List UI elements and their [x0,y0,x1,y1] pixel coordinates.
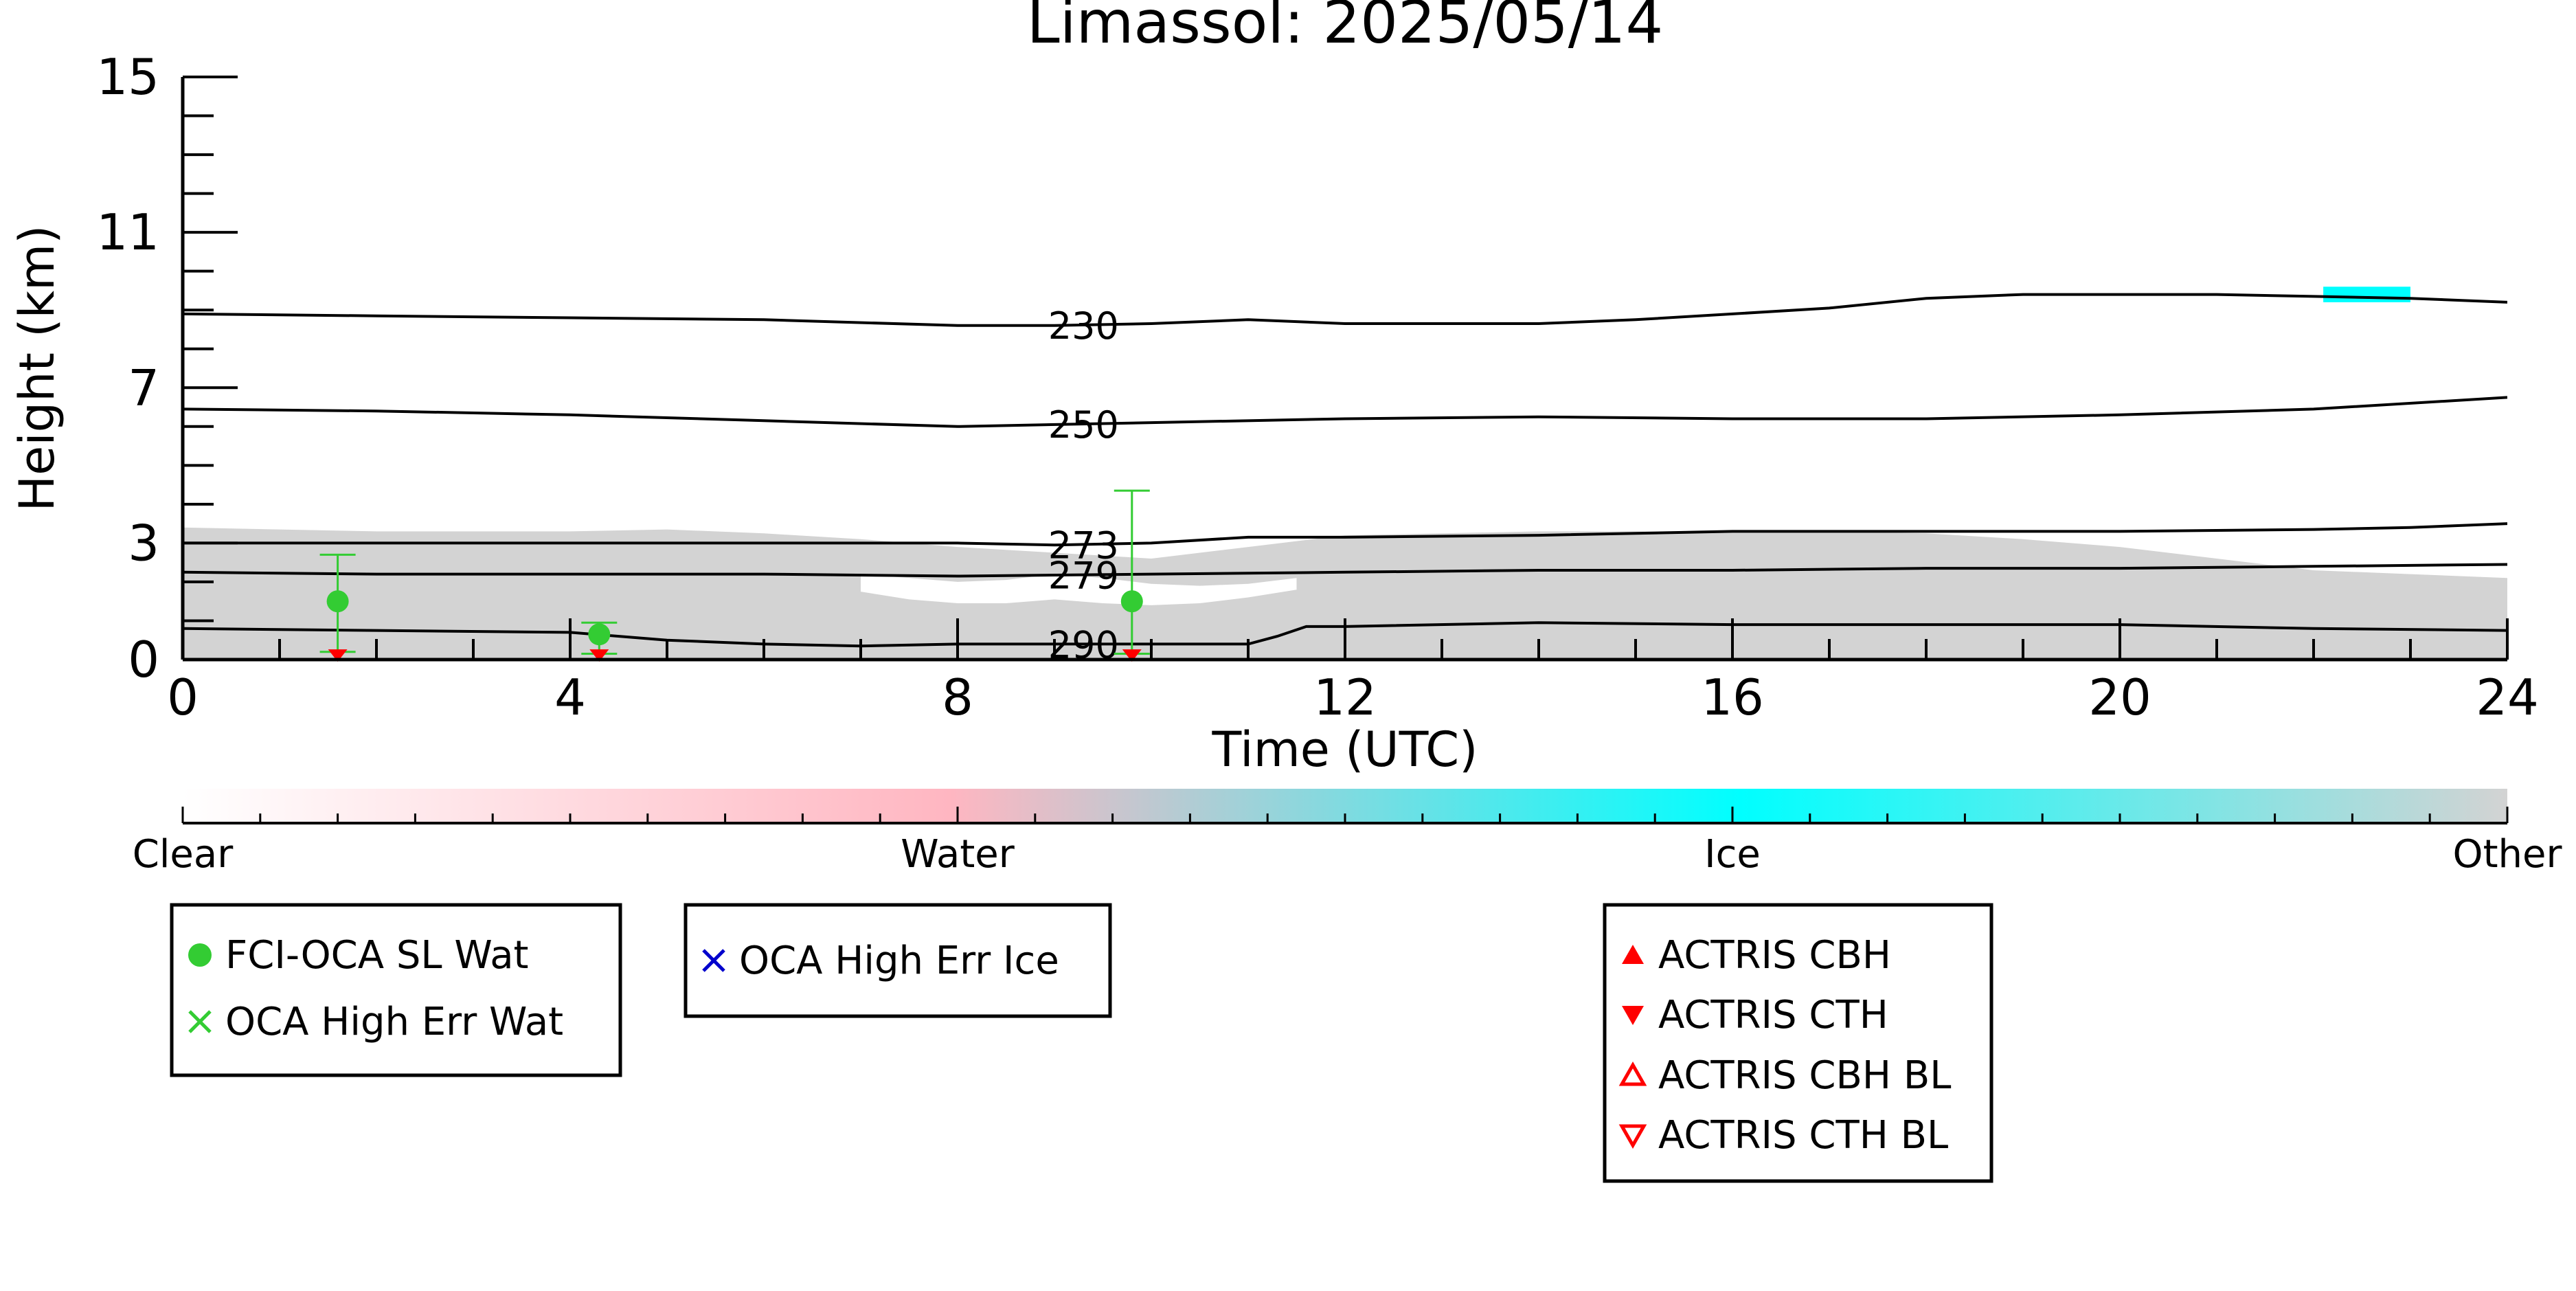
legend-marker-filled-circle [188,943,212,967]
ice-layer [2323,287,2410,302]
contour-273 [183,522,2507,547]
y-axis-label: Height (km) [9,225,65,512]
x-tick-label: 0 [167,669,199,726]
contour-230 [183,293,2507,327]
legend-entry-label: OCA High Err Wat [225,1000,563,1044]
contour-label-230: 230 [1048,304,1119,348]
legend-frame [170,903,622,1077]
legend-marker-filled-triangle-up [1622,945,1644,964]
actris-cth-marker [328,649,348,662]
cloud-gap [861,574,1297,605]
legend-frame [1603,903,1993,1183]
legend-entry-label: ACTRIS CBH BL [1658,1053,1951,1098]
legend-box-3: ACTRIS CBH ACTRIS CTH ACTRIS CBH BL ACTRIS … [1603,903,1993,1183]
contour-label-273: 273 [1048,524,1119,567]
fci-oca-sl-wat-point [588,623,611,646]
actris-cth-marker [1122,649,1142,662]
x-tick-label: 20 [2088,669,2151,726]
legend-marker-x [188,1010,212,1033]
contour-label-250: 250 [1048,403,1119,447]
x-tick-label: 12 [1313,669,1377,726]
y-tick-label: 15 [96,48,159,106]
legend-box-2: OCA High Err Ice [683,903,1112,1018]
marker-layer [319,489,1150,662]
legend-entry-label: ACTRIS CTH [1658,993,1888,1037]
legend-marker-x-stroke [702,949,725,972]
temperature-contours [183,293,2507,648]
y-tick-label: 3 [128,514,159,572]
legend-box-1: FCI-OCA SL Wat OCA High Err Wat [170,903,622,1077]
axes: 0 3 7 11 15 0 4 8 12 16 20 24 [96,48,2538,726]
chart-title: Limassol: 2025/05/14 [1027,0,1663,57]
cloud-field-layer [183,527,2507,660]
contour-250 [183,396,2507,428]
contour-279 [183,563,2507,578]
ice-patch [2323,287,2410,302]
legend-entry-label: ACTRIS CTH BL [1658,1113,1948,1158]
legend-frame [683,903,1112,1018]
y-tick-label: 7 [128,359,159,416]
contour-label-279: 279 [1048,554,1119,598]
cloud-field [183,527,2507,660]
fci-oca-sl-wat-point [326,590,349,613]
fci-oca-sl-wat-point [1120,590,1143,613]
legend-marker-filled-triangle-down [1622,1006,1644,1025]
x-tick-label: 24 [2476,669,2539,726]
legend-entry-label: FCI-OCA SL Wat [225,933,529,978]
colorbar-label: Water [901,832,1015,877]
phase-colorbar: Clear Water Ice Other [133,789,2562,877]
legend-entry-label: ACTRIS CBH [1658,933,1891,978]
x-tick-label: 4 [554,669,586,726]
x-tick-label: 16 [1701,669,1764,726]
colorbar-label: Clear [133,832,234,877]
legends: FCI-OCA SL Wat OCA High Err Wat OCA High E… [170,903,1993,1183]
y-tick-label: 0 [128,631,159,688]
colorbar-label: Other [2452,832,2562,877]
colorbar-label: Ice [1704,832,1761,877]
legend-marker-open-triangle-up [1618,1061,1647,1086]
x-axis-label: Time (UTC) [1212,721,1478,778]
actris-cth-marker [589,649,609,662]
legend-entry-label: OCA High Err Ice [739,939,1059,983]
legend-marker-x [702,949,725,972]
x-tick-label: 8 [942,669,973,726]
legend-marker-x-stroke [188,1010,212,1033]
legend-marker-open-triangle-down [1618,1124,1647,1149]
y-tick-label: 11 [96,203,159,261]
